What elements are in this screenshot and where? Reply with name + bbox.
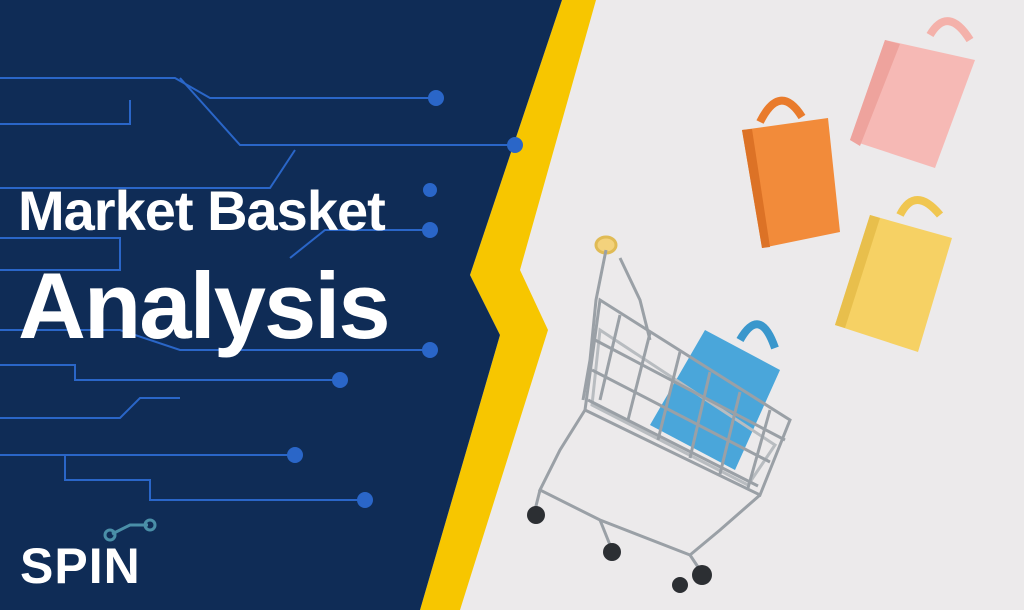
navy-panel: [0, 0, 562, 610]
title-line-2: Analysis: [18, 253, 391, 358]
spin-logo: SPIN: [20, 538, 141, 594]
shopping-bag-icon: [835, 196, 952, 352]
shopping-cart-icon: [533, 235, 792, 571]
shopping-bag-icon: [650, 320, 780, 470]
title-line-1: Market Basket: [18, 179, 386, 242]
logo-accent-icon: [103, 518, 157, 542]
shopping-bag-icon: [850, 17, 975, 168]
circuit-lines-icon: [0, 77, 515, 501]
shopping-bag-icon: [742, 96, 840, 248]
lightning-divider: [420, 0, 596, 610]
cart-wheels: [527, 506, 712, 593]
circuit-nodes: [287, 90, 523, 508]
